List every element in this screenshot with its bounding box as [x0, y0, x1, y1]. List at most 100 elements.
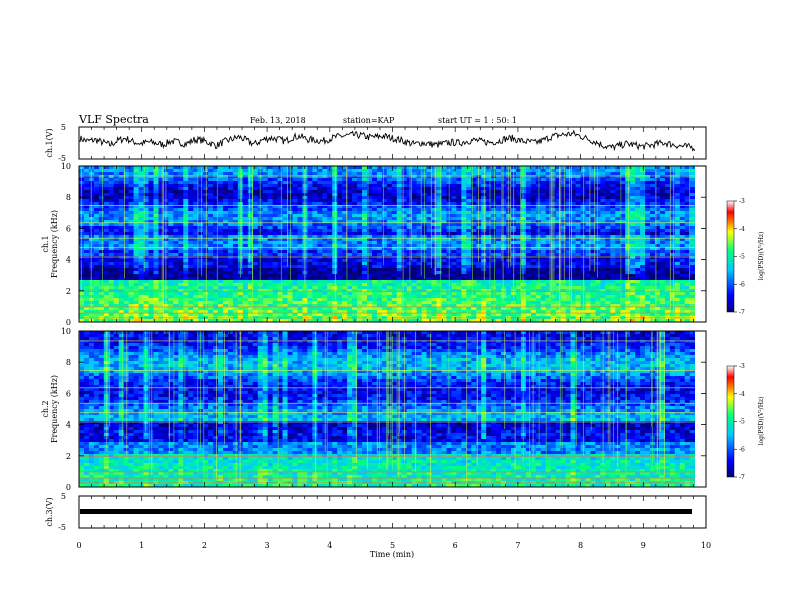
ch1-spectrogram-cell	[213, 220, 219, 224]
ch1-spectrogram-cell	[610, 217, 616, 221]
ch1-spectrogram-cell	[342, 166, 348, 170]
ch1-spectrogram-cell	[327, 172, 333, 176]
ch1-spectrogram-cell	[208, 196, 214, 200]
ch1-spectrogram-cell	[208, 220, 214, 224]
ch1-spectrogram-cell	[347, 280, 353, 284]
ch1-spectrogram-cell	[560, 184, 566, 188]
ch1-spectrogram-cell	[223, 202, 229, 206]
ch1-spectrogram-cell	[376, 265, 383, 269]
ch1-spectrogram-cell	[550, 172, 556, 176]
ch1-spectrogram-cell	[312, 223, 318, 227]
ch1-spectrogram-cell	[103, 232, 110, 236]
ch1-spectrogram-cell	[545, 184, 552, 188]
ch1-spectrogram-cell	[545, 181, 552, 185]
ch1-spectrogram-cell	[198, 181, 204, 185]
ch1-spectrogram-cell	[525, 211, 532, 215]
ch1-spectrogram-cell	[664, 262, 671, 266]
ch1-spectrogram-cell	[456, 274, 462, 278]
ch1-spectrogram-cell	[436, 265, 442, 269]
ch1-spectrogram-cell	[689, 175, 696, 179]
ch1-spectrogram-cell	[247, 178, 254, 182]
ch1-spectrogram-cell	[337, 199, 343, 203]
ch1-spectrogram-cell	[645, 277, 651, 281]
ch1-spectrogram-cell	[650, 190, 656, 194]
ch1-spectrogram-cell	[327, 202, 333, 206]
ch1-spectrogram-cell	[108, 238, 115, 242]
ch1-spectrogram-cell	[466, 181, 472, 185]
ch1-spectrogram-cell	[635, 253, 641, 257]
ch1-spectrogram-cell	[674, 223, 681, 227]
ch1-spectrogram-cell	[227, 271, 234, 275]
ch1-spectrogram-cell	[193, 229, 199, 233]
ch1-spectrogram-cell	[287, 256, 293, 260]
ch1-spectrogram-cell	[242, 250, 249, 254]
ch1-spectrogram-cell	[456, 283, 462, 287]
ch1-spectrogram-cell	[570, 223, 576, 227]
ch1-spectrogram-cell	[322, 196, 328, 200]
ch1-spectrogram-cell	[486, 202, 492, 206]
ch1-spectrogram-cell	[486, 205, 492, 209]
ch1-spectrogram-cell	[322, 208, 328, 212]
ch1-spectrogram-cell	[178, 244, 184, 248]
ch1-spectrogram-cell	[640, 190, 646, 194]
ch1-spectrogram-cell	[223, 166, 229, 170]
ch1-spectrogram-cell	[396, 265, 403, 269]
ch1-spectrogram-cell	[168, 241, 174, 245]
ch1-spectrogram-cell	[118, 244, 124, 248]
ch1-spectrogram-cell	[193, 172, 199, 176]
ch1-spectrogram-cell	[128, 238, 134, 242]
ch1-spectrogram-cell	[158, 244, 164, 248]
ch1-spectrogram-cell	[545, 217, 552, 221]
ch1-spectrogram-cell	[600, 235, 606, 239]
ch1-spectrogram-cell	[381, 244, 388, 248]
ch1-spectrogram-cell	[367, 199, 373, 203]
ch1-spectrogram-cell	[362, 199, 368, 203]
ch1-spectrogram-cell	[103, 283, 110, 287]
ch1-spectrogram-cell	[466, 235, 472, 239]
ch1-spectrogram-cell	[635, 208, 641, 212]
ch1-spectrogram-cell	[362, 181, 368, 185]
ch1-spectrogram-cell	[113, 220, 120, 224]
ch1-spectrogram-cell	[580, 211, 586, 215]
ch1-spectrogram-cell	[645, 247, 651, 251]
ch1-spectrogram-cell	[108, 190, 115, 194]
ch1-spectrogram-cell	[133, 166, 139, 170]
ch1-spectrogram-cell	[451, 184, 457, 188]
ch1-spectrogram-cell	[645, 283, 651, 287]
ch1-spectrogram-cell	[620, 175, 626, 179]
ch1-spectrogram-cell	[630, 274, 636, 278]
ch1-spectrogram-cell	[550, 178, 556, 182]
ch1-spectrogram-cell	[193, 280, 199, 284]
ch1-spectrogram-cell	[168, 286, 174, 290]
ch1-spectrogram-cell	[198, 256, 204, 260]
ch1-spectrogram-cell	[555, 226, 561, 230]
ch1-spectrogram-cell	[173, 214, 179, 218]
ch1-spectrogram-cell	[93, 166, 100, 170]
ch1-spectrogram-cell	[640, 205, 646, 209]
ch1-spectrogram-cell	[535, 280, 542, 284]
ch1-spectrogram-cell	[659, 175, 666, 179]
ch1-spectrogram-cell	[93, 208, 100, 212]
ch1-spectrogram-cell	[168, 280, 174, 284]
ch1-spectrogram-cell	[396, 181, 403, 185]
ch1-spectrogram-cell	[605, 211, 611, 215]
ch1-spectrogram-cell	[262, 232, 268, 236]
ch1-spectrogram-cell	[227, 199, 234, 203]
ch1-spectrogram-cell	[183, 238, 189, 242]
ch1-spectrogram-cell	[98, 178, 105, 182]
ch1-spectrogram-cell	[227, 277, 234, 281]
ch1-spectrogram-cell	[401, 238, 408, 242]
ch1-spectrogram-cell	[664, 277, 671, 281]
ch1-spectrogram-cell	[357, 271, 363, 275]
ch1-spectrogram-cell	[625, 205, 631, 209]
ch1-spectrogram-cell	[337, 241, 343, 245]
ch1-spectrogram-cell	[605, 274, 611, 278]
ch1-spectrogram-cell	[540, 181, 547, 185]
ch1-spectrogram-cell	[441, 217, 447, 221]
ch1-spectrogram-cell	[133, 178, 139, 182]
ch1-spectrogram-cell	[615, 277, 621, 281]
ch1-spectrogram-cell	[560, 175, 566, 179]
ch1-spectrogram-cell	[451, 241, 457, 245]
ch1-spectrogram-cell	[481, 256, 487, 260]
ch1-spectrogram-cell	[213, 184, 219, 188]
